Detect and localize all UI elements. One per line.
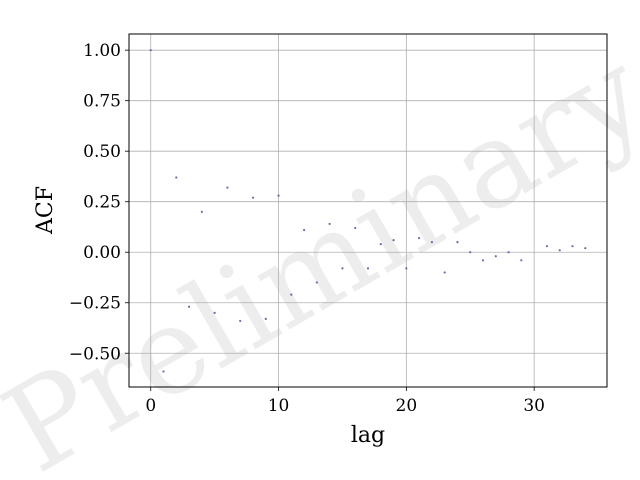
- acf-point: [290, 293, 293, 296]
- x-tick-label: 20: [396, 396, 418, 416]
- acf-point: [418, 236, 421, 240]
- y-tick-label: 0.00: [83, 243, 121, 263]
- acf-point: [469, 251, 472, 254]
- acf-point: [584, 247, 587, 250]
- acf-point: [251, 196, 255, 199]
- acf-point: [494, 255, 497, 258]
- x-tick-label: 10: [268, 396, 290, 416]
- acf-point: [405, 267, 408, 270]
- acf-point: [315, 281, 318, 284]
- acf-point: [392, 239, 395, 242]
- y-axis-label: ACF: [33, 186, 58, 235]
- y-tick-label: 0.50: [83, 142, 121, 162]
- acf-point: [328, 222, 331, 226]
- grid-lines: [129, 34, 607, 387]
- acf-points: [149, 49, 587, 373]
- y-tick-label: 0.75: [83, 92, 121, 112]
- acf-point: [354, 226, 357, 230]
- y-tick-label: −0.25: [69, 294, 121, 314]
- acf-point: [341, 267, 344, 270]
- y-tick-label: −0.50: [69, 344, 121, 364]
- acf-point: [520, 259, 523, 262]
- acf-point: [430, 241, 434, 244]
- acf-point: [213, 311, 216, 314]
- x-tick-label: 30: [523, 396, 545, 416]
- y-tick-label: 0.25: [83, 193, 121, 213]
- plot-area-frame: [128, 33, 608, 388]
- acf-point: [545, 245, 549, 248]
- acf-point: [239, 319, 242, 323]
- x-tick-label: 0: [145, 396, 156, 416]
- acf-point: [379, 243, 382, 246]
- acf-point: [443, 271, 446, 274]
- acf-point: [264, 317, 267, 321]
- acf-point: [481, 259, 485, 262]
- acf-point: [149, 49, 152, 52]
- acf-point: [175, 176, 178, 179]
- acf-point: [187, 305, 191, 308]
- acf-point: [200, 210, 203, 213]
- acf-point: [558, 249, 561, 252]
- y-tick-label: 1.00: [83, 41, 121, 61]
- acf-point: [507, 251, 510, 254]
- acf-point: [366, 267, 370, 270]
- acf-point: [456, 241, 459, 244]
- x-axis-ticks: 0 10 20 30: [145, 387, 545, 416]
- acf-point: [162, 370, 165, 373]
- acf-point: [226, 186, 229, 189]
- x-axis-label: lag: [351, 423, 385, 448]
- y-axis-ticks: −0.50 −0.25 0.00 0.25 0.50 0.75 1.00: [69, 41, 129, 364]
- acf-point: [571, 245, 574, 248]
- acf-point: [302, 228, 306, 232]
- acf-point: [277, 194, 280, 197]
